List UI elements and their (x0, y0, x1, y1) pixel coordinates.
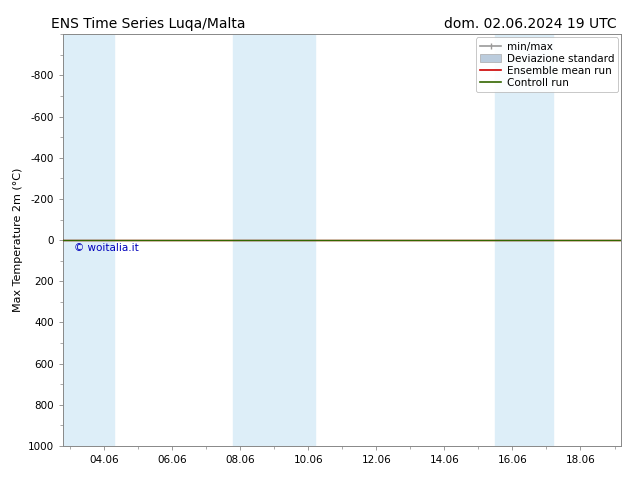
Bar (233, 34, 315, 446)
Bar (63, 34, 114, 446)
Bar (495, 34, 553, 446)
Text: © woitalia.it: © woitalia.it (74, 244, 138, 253)
Text: dom. 02.06.2024 19 UTC: dom. 02.06.2024 19 UTC (444, 17, 616, 31)
Legend: min/max, Deviazione standard, Ensemble mean run, Controll run: min/max, Deviazione standard, Ensemble m… (476, 37, 618, 92)
Y-axis label: Max Temperature 2m (°C): Max Temperature 2m (°C) (13, 168, 23, 312)
Text: ENS Time Series Luqa/Malta: ENS Time Series Luqa/Malta (51, 17, 245, 31)
